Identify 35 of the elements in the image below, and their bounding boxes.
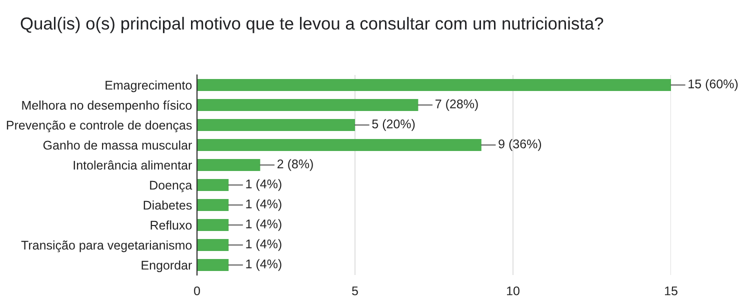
data-label: 9 (36%) (498, 139, 542, 151)
x-tick-label: 10 (507, 286, 520, 296)
bar (197, 159, 260, 171)
y-tick-label: Engordar (142, 260, 192, 272)
y-tick-label: Doença (150, 180, 192, 192)
y-tick-label: Intolerância alimentar (74, 160, 192, 170)
bar (197, 139, 482, 151)
y-tick-label: Prevenção e controle de doenças (6, 120, 192, 132)
x-tick-label: 0 (194, 286, 200, 296)
y-tick-label: Melhora no desempenho físico (22, 100, 192, 112)
x-tick-label: 15 (665, 286, 678, 296)
bar (197, 99, 418, 111)
data-label: 1 (4%) (246, 239, 282, 251)
y-tick-label: Refluxo (150, 220, 192, 230)
y-tick-label: Diabetes (144, 200, 192, 210)
y-tick-label: Transição para vegetarianismo (21, 240, 192, 252)
data-label: 5 (20%) (372, 119, 415, 131)
bar (197, 219, 229, 231)
data-label: 1 (4%) (246, 199, 282, 211)
data-label: 1 (4%) (246, 179, 282, 191)
y-tick-label: Emagrecimento (106, 80, 192, 92)
bar (197, 199, 229, 211)
x-tick-label: 5 (352, 286, 358, 296)
bar (197, 179, 229, 191)
data-label: 1 (4%) (246, 219, 282, 231)
bar (197, 119, 355, 131)
chart-title: Qual(is) o(s) principal motivo que te levou a consultar com um nutricionista? (20, 16, 604, 34)
data-label: 7 (28%) (436, 99, 478, 111)
data-label: 1 (4%) (246, 259, 282, 271)
bar (197, 79, 671, 91)
bar (197, 259, 229, 271)
bar (197, 239, 229, 251)
data-label: 2 (8%) (277, 159, 313, 171)
data-label: 15 (60%) (688, 79, 738, 91)
y-tick-label: Ganho de massa muscular (43, 140, 192, 150)
